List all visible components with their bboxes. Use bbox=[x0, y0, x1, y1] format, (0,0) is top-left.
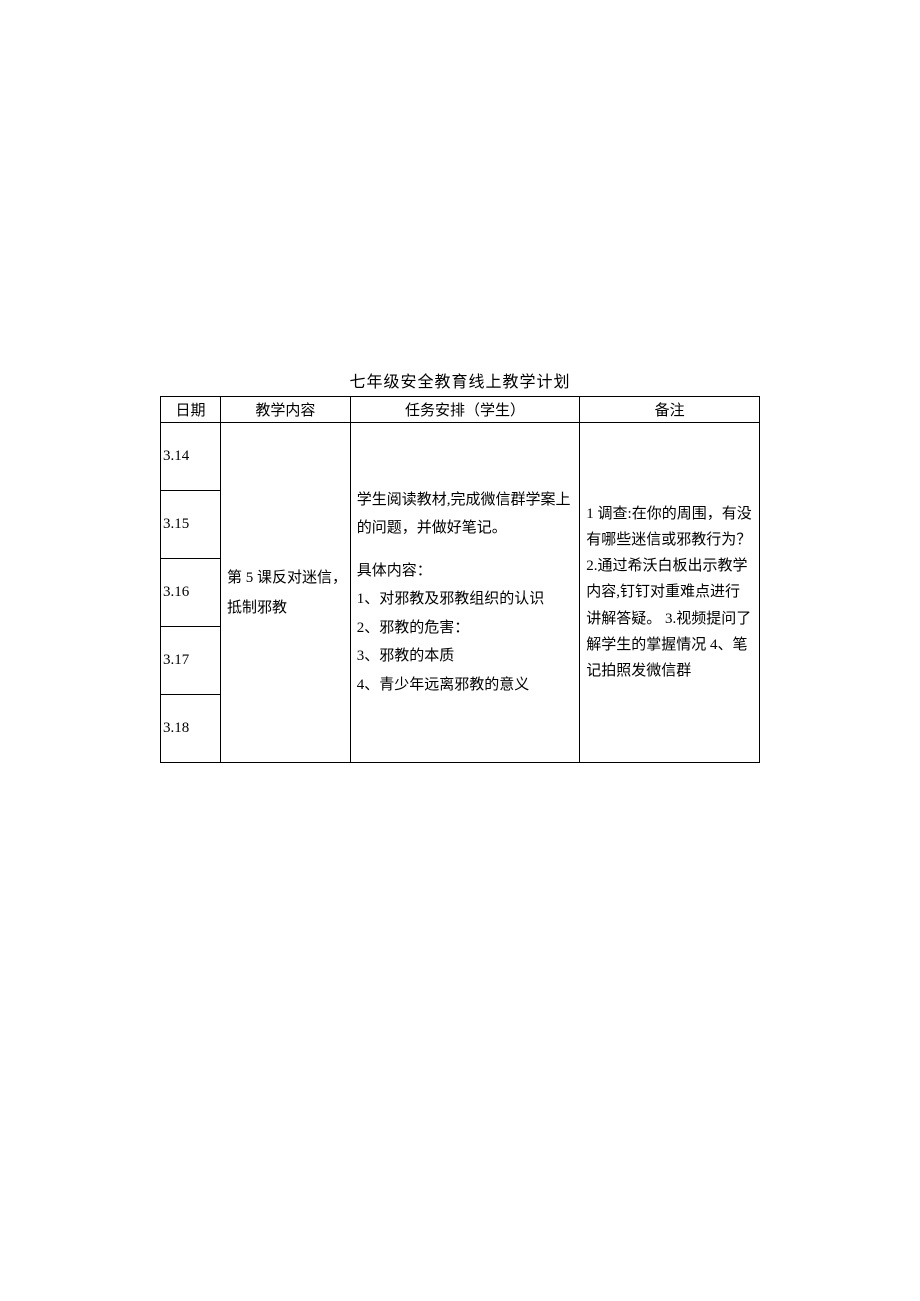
date-cell: 3.16 bbox=[161, 559, 221, 627]
table-row: 3.14 第 5 课反对迷信，抵制邪教 学生阅读教材,完成微信群学案上的问题，并… bbox=[161, 423, 760, 491]
task-cell: 学生阅读教材,完成微信群学案上的问题，并做好笔记。 具体内容： 1、对邪教及邪教… bbox=[350, 423, 580, 763]
task-item: 4、青少年远离邪教的意义 bbox=[357, 671, 574, 700]
table-header-row: 日期 教学内容 任务安排（学生） 备注 bbox=[161, 397, 760, 423]
task-item: 1、对邪教及邪教组织的认识 bbox=[357, 585, 574, 614]
date-cell: 3.15 bbox=[161, 491, 221, 559]
date-cell: 3.17 bbox=[161, 627, 221, 695]
teaching-content-cell: 第 5 课反对迷信，抵制邪教 bbox=[220, 423, 350, 763]
date-cell: 3.14 bbox=[161, 423, 221, 491]
notes-cell: 1 调查:在你的周围，有没有哪些迷信或邪教行为？2.通过希沃白板出示教学内容,钉… bbox=[580, 423, 760, 763]
header-notes: 备注 bbox=[580, 397, 760, 423]
header-task: 任务安排（学生） bbox=[350, 397, 580, 423]
task-intro: 学生阅读教材,完成微信群学案上的问题，并做好笔记。 bbox=[357, 486, 574, 543]
task-subtitle: 具体内容： bbox=[357, 557, 574, 586]
task-item: 2、邪教的危害： bbox=[357, 614, 574, 643]
teaching-plan-table: 日期 教学内容 任务安排（学生） 备注 3.14 第 5 课反对迷信，抵制邪教 … bbox=[160, 396, 760, 763]
document-content: 七年级安全教育线上教学计划 日期 教学内容 任务安排（学生） 备注 3.14 第… bbox=[160, 368, 760, 763]
header-date: 日期 bbox=[161, 397, 221, 423]
document-title: 七年级安全教育线上教学计划 bbox=[160, 368, 760, 392]
date-cell: 3.18 bbox=[161, 695, 221, 763]
task-item: 3、邪教的本质 bbox=[357, 642, 574, 671]
header-content: 教学内容 bbox=[220, 397, 350, 423]
